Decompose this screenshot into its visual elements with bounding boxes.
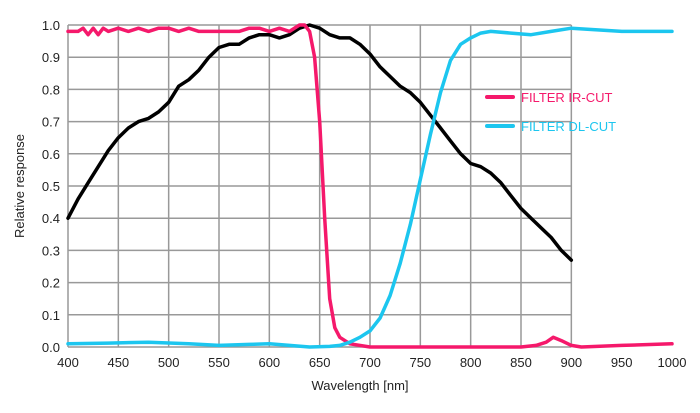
x-tick-label: 950: [611, 355, 633, 370]
legend-label: FILTER IR-CUT: [521, 90, 613, 105]
y-tick-label: 0.8: [42, 82, 60, 97]
x-tick-label: 750: [409, 355, 431, 370]
series-lines: [66, 23, 674, 349]
y-tick-label: 0.6: [42, 147, 60, 162]
y-axis-label: Relative response: [12, 134, 27, 238]
x-tick-label: 550: [208, 355, 230, 370]
series-line-filter-ir-cut: [66, 23, 674, 349]
y-tick-label: 0.4: [42, 211, 60, 226]
x-tick-label: 650: [309, 355, 331, 370]
legend: FILTER IR-CUT FILTER DL-CUT: [485, 90, 616, 134]
legend-label: FILTER DL-CUT: [521, 119, 616, 134]
x-tick-label: 900: [560, 355, 582, 370]
x-tick-label: 1000: [658, 355, 687, 370]
y-ticks: 0.0 0.1 0.2 0.3 0.4 0.5 0.6 0.7 0.8 0.9 1.0: [42, 18, 60, 355]
x-tick-label: 850: [510, 355, 532, 370]
grid: [67, 24, 573, 348]
y-tick-label: 0.1: [42, 308, 60, 323]
x-tick-label: 700: [359, 355, 381, 370]
y-tick-label: 1.0: [42, 18, 60, 33]
y-tick-label: 0.3: [42, 243, 60, 258]
y-tick-label: 0.7: [42, 115, 60, 130]
y-tick-label: 0.2: [42, 276, 60, 291]
y-tick-label: 0.5: [42, 179, 60, 194]
x-tick-label: 600: [258, 355, 280, 370]
y-tick-label: 0.9: [42, 50, 60, 65]
x-axis-label: Wavelength [nm]: [311, 378, 408, 393]
series-line-sensor: [66, 23, 574, 262]
y-tick-label: 0.0: [42, 340, 60, 355]
x-tick-label: 450: [107, 355, 129, 370]
x-tick-label: 800: [460, 355, 482, 370]
x-ticks: 400 450 500 550 600 650 700 750 800 850 900 950 1000: [57, 355, 686, 370]
series-line-filter-dl-cut: [66, 26, 674, 349]
x-tick-label: 400: [57, 355, 79, 370]
x-tick-label: 500: [158, 355, 180, 370]
